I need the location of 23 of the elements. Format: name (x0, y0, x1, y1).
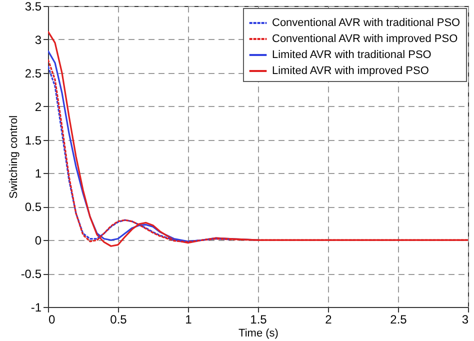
x-tick-label: 3 (462, 312, 469, 326)
y-tick-label: 3.5 (24, 0, 42, 14)
x-tick-label: 1.5 (250, 312, 268, 326)
legend-label: Limited AVR with improved PSO (272, 65, 430, 77)
x-tick-label: 2.5 (390, 312, 408, 326)
x-axis-title: Time (s) (238, 328, 278, 340)
y-tick-label: 2.5 (24, 66, 42, 80)
y-tick-label: -1 (30, 300, 42, 314)
x-tick-label: 1 (185, 312, 192, 326)
legend-label: Conventional AVR with improved PSO (272, 33, 458, 45)
y-tick-label: 2 (34, 100, 42, 114)
y-tick-label: 1 (34, 166, 42, 181)
y-tick-label: 1.5 (24, 133, 42, 148)
legend-label: Conventional AVR with traditional PSO (272, 17, 461, 29)
x-tick-label: 0.5 (110, 312, 128, 326)
legend-label: Limited AVR with traditional PSO (272, 49, 432, 61)
x-tick-label: 2 (325, 312, 332, 326)
y-tick-label: -0.5 (20, 267, 42, 282)
y-tick-label: 3 (34, 32, 42, 47)
y-tick-label: 0.5 (24, 200, 42, 214)
y-tick-label: 0 (34, 234, 42, 248)
y-axis-title: Switching control (8, 115, 20, 199)
x-tick-label: 0 (48, 312, 56, 326)
